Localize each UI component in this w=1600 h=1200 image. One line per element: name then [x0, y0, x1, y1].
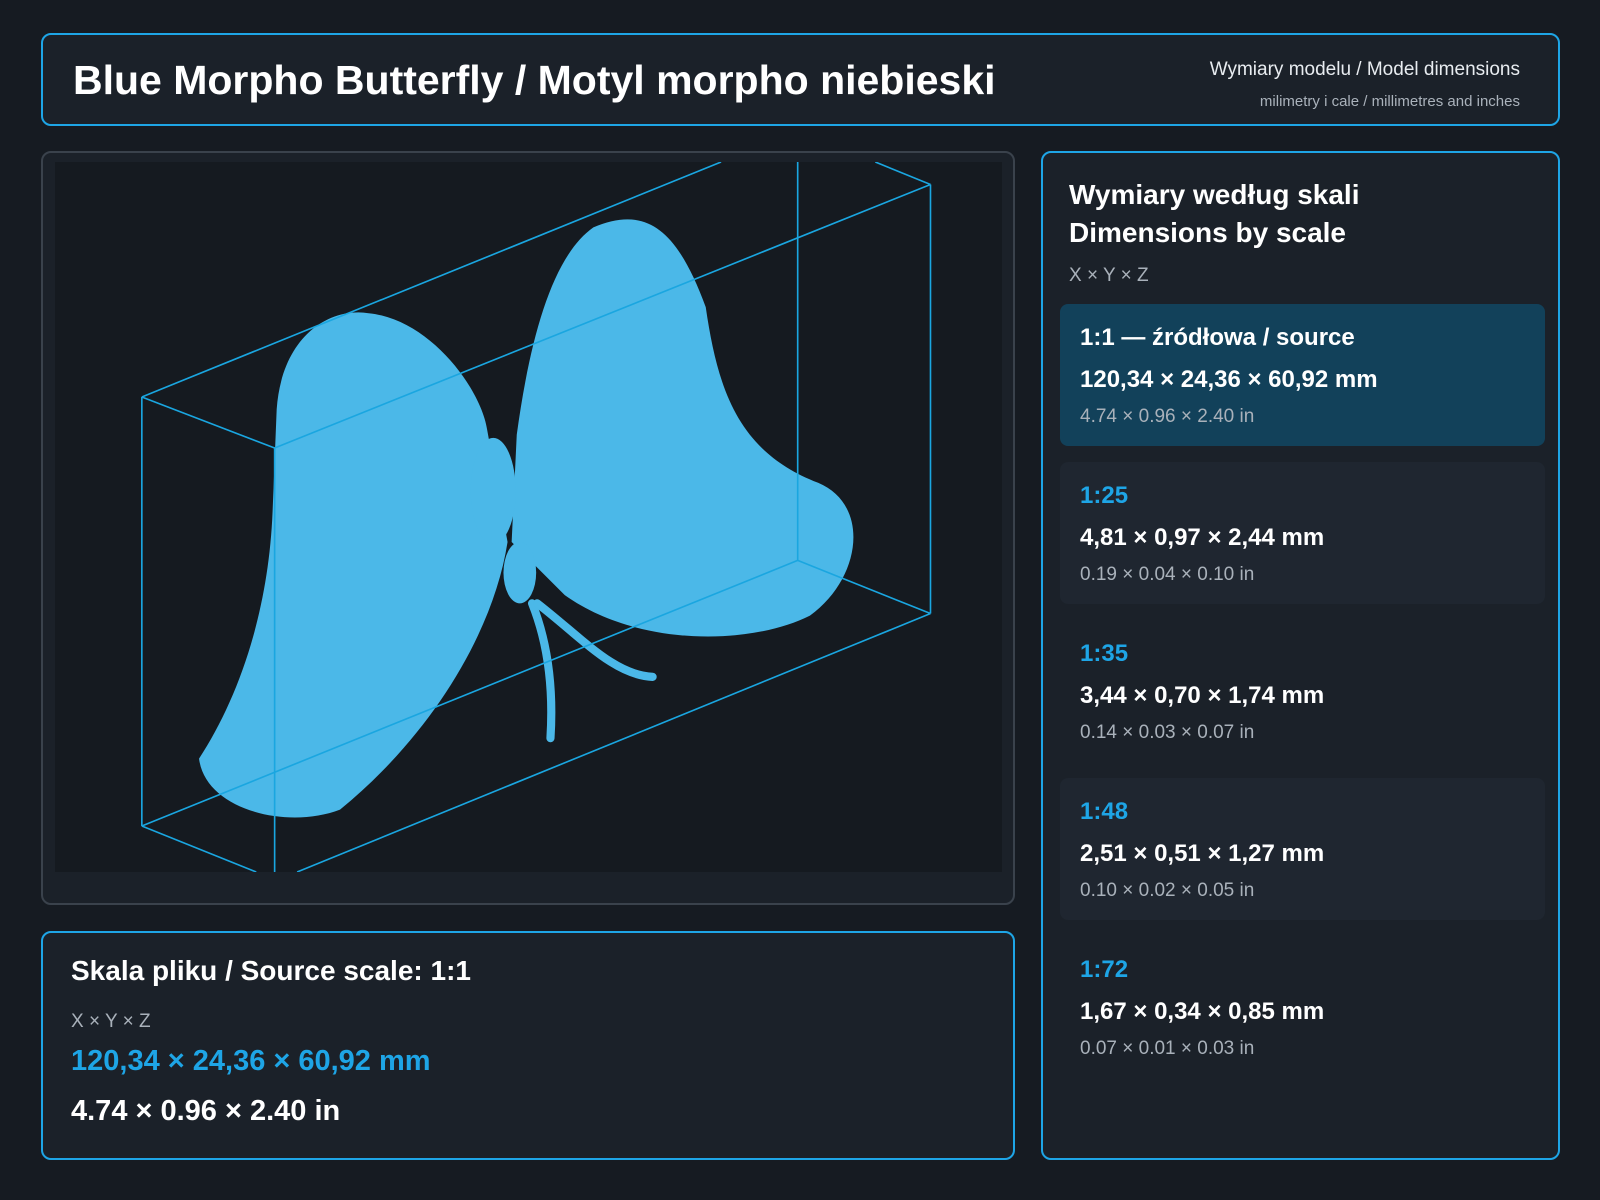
scale-row: 1:25 4,81 × 0,97 × 2,44 mm 0.19 × 0.04 × 0…: [1060, 462, 1545, 604]
title: Blue Morpho Butterfly / Motyl morpho nie…: [73, 57, 996, 103]
scale-row: 1:35 3,44 × 0,70 × 1,74 mm 0.14 × 0.03 × 0…: [1060, 620, 1545, 762]
model-viewer: [41, 151, 1015, 905]
subtitle-note: milimetry i cale / millimetres and inche…: [1259, 93, 1520, 110]
dimensions-mm: 120,34 × 24,36 × 60,92 mm: [1080, 366, 1378, 393]
dimensions-in: 4.74 × 0.96 × 2.40 in: [1080, 406, 1255, 427]
axes-label: X × Y × Z: [71, 1011, 151, 1032]
scales-title: Dimensions by scale: [1069, 217, 1347, 248]
subtitle: Wymiary modelu / Model dimensions: [1209, 59, 1520, 80]
source-title: Skala pliku / Source scale: 1:1: [71, 955, 471, 986]
dimensions-mm: 4,81 × 0,97 × 2,44 mm: [1080, 524, 1325, 551]
dimensions-in: 4.74 × 0.96 × 2.40 in: [71, 1095, 341, 1127]
butterfly-model: [199, 219, 854, 818]
scale-row: 1:48 2,51 × 0,51 × 1,27 mm 0.10 × 0.02 × 0…: [1060, 778, 1545, 920]
dimensions-in: 0.10 × 0.02 × 0.05 in: [1080, 880, 1255, 901]
scale-row: 1:72 1,67 × 0,34 × 0,85 mm 0.07 × 0.01 × 0…: [1060, 936, 1545, 1078]
dimensions-mm: 1,67 × 0,34 × 0,85 mm: [1080, 998, 1325, 1025]
scales-title: Wymiary według skali: [1069, 179, 1360, 210]
dimensions-mm: 2,51 × 0,51 × 1,27 mm: [1080, 840, 1325, 867]
scale-label: 1:72: [1080, 956, 1129, 983]
bounding-box: [141, 162, 932, 872]
scale-label: 1:1 — źródłowa / source: [1080, 324, 1355, 351]
header: Blue Morpho Butterfly / Motyl morpho nie…: [41, 33, 1560, 126]
scale-row: 1:1 — źródłowa / source 120,34 × 24,36 × …: [1060, 304, 1545, 446]
dimensions-in: 0.14 × 0.03 × 0.07 in: [1080, 722, 1255, 743]
source-scale: Skala pliku / Source scale: 1:1 X × Y × …: [41, 931, 1015, 1160]
dimensions-mm: 120,34 × 24,36 × 60,92 mm: [71, 1045, 431, 1077]
dimensions-in: 0.19 × 0.04 × 0.10 in: [1080, 564, 1255, 585]
dimensions-in: 0.07 × 0.01 × 0.03 in: [1080, 1038, 1255, 1059]
scale-label: 1:25: [1080, 482, 1129, 509]
axes-label: X × Y × Z: [1069, 265, 1149, 286]
scale-label: 1:35: [1080, 640, 1129, 667]
scale-label: 1:48: [1080, 798, 1129, 825]
scale-list: Wymiary według skali Dimensions by scale…: [1041, 151, 1560, 1160]
viewport: [55, 162, 1002, 872]
dimensions-mm: 3,44 × 0,70 × 1,74 mm: [1080, 682, 1325, 709]
